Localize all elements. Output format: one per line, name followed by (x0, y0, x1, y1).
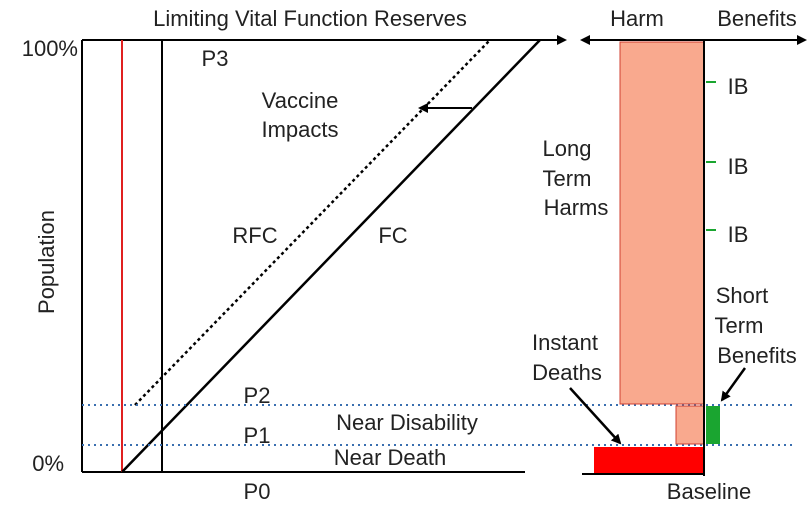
near-death: Near Death (334, 445, 447, 470)
short-term-benefits: Benefits (717, 343, 797, 368)
disability-harm-bar (675, 405, 705, 445)
instant-deaths: Deaths (532, 360, 602, 385)
p1: P1 (244, 423, 271, 448)
p0: P0 (244, 479, 271, 504)
instant-death-bar (594, 447, 704, 474)
short-term-benefit-bar (706, 406, 720, 444)
instant-arrow (569, 387, 622, 445)
ib: IB (728, 74, 749, 99)
title: Limiting Vital Function Reserves (153, 6, 467, 31)
fc-line (121, 39, 541, 473)
long-term-harms: Term (543, 166, 592, 191)
rfc-line (134, 39, 491, 406)
p2: P2 (244, 383, 271, 408)
short-term-benefits: Short (716, 283, 769, 308)
top-label: 100% (22, 36, 78, 61)
vaccine-impacts: Vaccine (262, 88, 339, 113)
y-axis-label: Population (34, 210, 59, 314)
ib: IB (728, 154, 749, 179)
ib-ticks (706, 81, 716, 231)
long-term-harms: Harms (544, 195, 609, 220)
baseline: Baseline (667, 479, 751, 504)
fc-label: FC (378, 223, 407, 248)
rfc-label: RFC (232, 223, 277, 248)
harm-header: Harm (610, 6, 664, 31)
long-term-harms: Long (543, 136, 592, 161)
ib: IB (728, 222, 749, 247)
benefits-header: Benefits (717, 6, 797, 31)
instant-deaths: Instant (532, 330, 598, 355)
short-term-benefits: Term (715, 313, 764, 338)
short-arrow (720, 367, 747, 402)
p3: P3 (202, 46, 229, 71)
near-disability: Near Disability (336, 410, 478, 435)
long-term-harm-bar (619, 41, 705, 405)
vaccine-impacts: Impacts (261, 117, 338, 142)
bottom-label: 0% (32, 451, 64, 476)
